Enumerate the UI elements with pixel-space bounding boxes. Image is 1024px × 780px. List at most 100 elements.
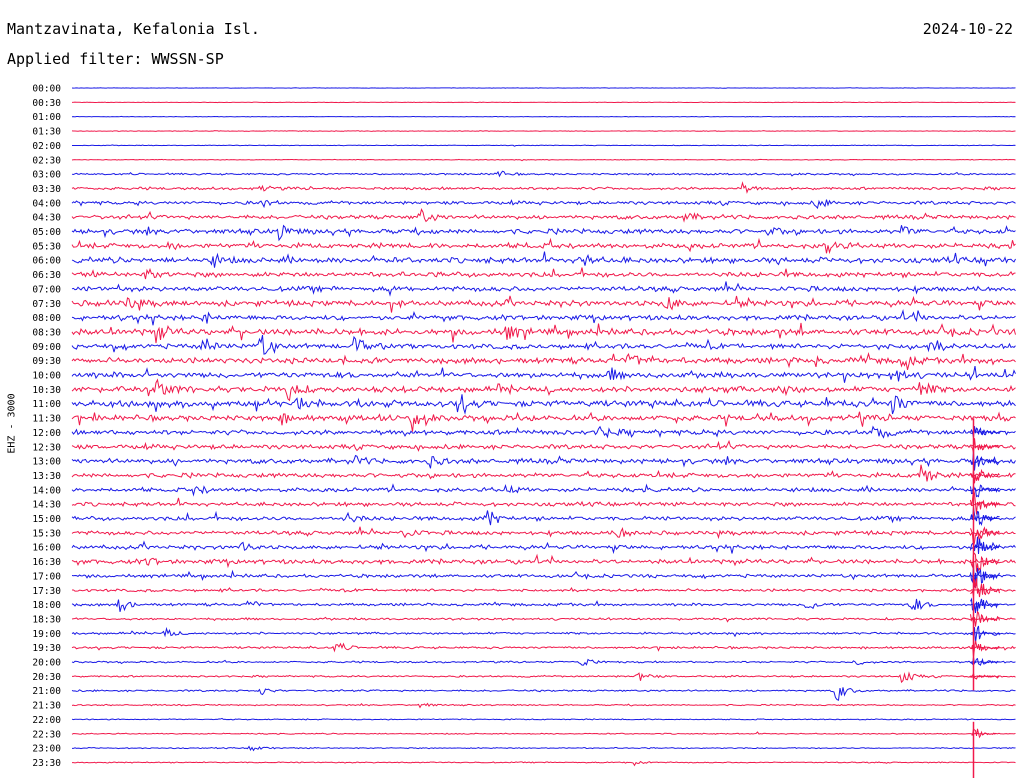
- seismic-trace-2300: [71, 745, 1016, 752]
- row-time-label: 15:00: [32, 514, 61, 525]
- row-time-label: 00:00: [32, 84, 61, 95]
- row-time-label: 07:00: [32, 284, 61, 295]
- row-time-label: 16:00: [32, 543, 61, 554]
- seismic-trace-1930: [71, 642, 1016, 653]
- earthquake-signal: [970, 426, 1000, 438]
- row-time-label: 08:00: [32, 313, 61, 324]
- seismic-trace-0900: [71, 334, 1016, 355]
- row-time-label: 21:00: [32, 686, 61, 697]
- row-time-label: 22:00: [32, 715, 61, 726]
- seismic-trace-0100: [71, 115, 1016, 118]
- row-time-label: 13:30: [32, 471, 61, 482]
- earthquake-signal: [970, 610, 1000, 627]
- seismic-trace-2330: [71, 760, 1016, 767]
- earthquake-signal: [970, 597, 1000, 613]
- seismic-trace-0630: [71, 267, 1016, 280]
- earthquake-signal: [970, 536, 1000, 554]
- row-time-label: 10:00: [32, 371, 61, 382]
- row-time-label: 06:00: [32, 256, 61, 267]
- seismic-trace-1900: [71, 626, 1016, 638]
- row-time-label: 09:30: [32, 356, 61, 367]
- row-time-label: 03:30: [32, 184, 61, 195]
- row-time-label: 02:00: [32, 141, 61, 152]
- earthquake-signal: [970, 578, 1000, 598]
- earthquake-signal: [970, 468, 1000, 484]
- seismic-trace-1030: [71, 378, 1016, 402]
- row-time-label: 04:00: [32, 198, 61, 209]
- row-time-label: 10:30: [32, 385, 61, 396]
- row-time-label: 23:30: [32, 758, 61, 769]
- row-time-label: 18:00: [32, 600, 61, 611]
- earthquake-signal: [970, 625, 1000, 643]
- seismic-trace-1130: [71, 411, 1016, 432]
- seismic-trace-0130: [71, 130, 1016, 132]
- row-time-label: 03:00: [32, 170, 61, 181]
- row-time-label: 19:00: [32, 629, 61, 640]
- row-time-label: 01:30: [32, 127, 61, 138]
- row-time-label: 17:30: [32, 586, 61, 597]
- earthquake-signal: [970, 563, 1000, 588]
- row-time-label: 04:30: [32, 213, 61, 224]
- earthquake-signal: [970, 506, 1000, 526]
- row-time-label: 13:00: [32, 457, 61, 468]
- seismic-trace-1530: [71, 526, 1016, 540]
- row-time-label: 05:00: [32, 227, 61, 238]
- seismic-trace-0000: [71, 87, 1016, 89]
- earthquake-signal: [970, 438, 1000, 454]
- seismic-trace-0200: [71, 144, 1016, 147]
- row-time-label: 23:00: [32, 744, 61, 755]
- seismic-trace-2130: [71, 702, 1016, 709]
- row-time-label: 14:30: [32, 500, 61, 511]
- earthquake-signal: [970, 484, 1000, 498]
- earthquake-signal: [970, 656, 1000, 666]
- seismic-trace-2230: [71, 731, 1016, 735]
- row-time-label: 22:30: [32, 729, 61, 740]
- row-time-label: 16:30: [32, 557, 61, 568]
- seismic-trace-0800: [71, 308, 1016, 326]
- station-title: Mantzavinata, Kefalonia Isl.: [7, 20, 260, 38]
- seismic-trace-1400: [71, 483, 1016, 497]
- seismic-trace-1000: [71, 366, 1016, 383]
- row-time-label: 02:30: [32, 155, 61, 166]
- row-time-label: 06:30: [32, 270, 61, 281]
- seismic-trace-0300: [71, 170, 1016, 178]
- seismic-trace-0330: [71, 181, 1016, 194]
- seismic-trace-0700: [71, 281, 1016, 297]
- row-time-label: 11:30: [32, 414, 61, 425]
- seismic-trace-1700: [71, 569, 1016, 581]
- aftershock-signal: [971, 728, 996, 739]
- seismic-trace-1730: [71, 586, 1016, 593]
- seismic-trace-2100: [71, 687, 1016, 701]
- seismic-trace-0030: [71, 101, 1016, 104]
- row-time-label: 21:30: [32, 701, 61, 712]
- seismic-trace-0530: [71, 237, 1016, 255]
- row-time-label: 18:30: [32, 614, 61, 625]
- row-time-label: 12:30: [32, 442, 61, 453]
- row-time-label: 20:30: [32, 672, 61, 683]
- seismic-trace-0730: [71, 295, 1016, 313]
- seismic-trace-2200: [71, 717, 1016, 721]
- earthquake-signal: [970, 552, 1000, 572]
- row-time-label: 01:00: [32, 112, 61, 123]
- record-date: 2024-10-22: [922, 20, 1013, 38]
- seismic-trace-1330: [71, 464, 1016, 482]
- seismic-trace-1200: [71, 425, 1016, 439]
- seismic-trace-1100: [71, 394, 1016, 415]
- row-time-label: 12:00: [32, 428, 61, 439]
- earthquake-signal: [970, 450, 1000, 471]
- seismic-trace-0930: [71, 351, 1016, 371]
- row-time-label: 11:00: [32, 399, 61, 410]
- row-time-label: 17:00: [32, 571, 61, 582]
- seismic-trace-1500: [71, 510, 1016, 526]
- row-time-label: 20:00: [32, 658, 61, 669]
- seismic-trace-2000: [71, 658, 1016, 666]
- earthquake-signal: [970, 526, 1000, 547]
- seismic-trace-1800: [71, 598, 1016, 612]
- seismic-trace-1300: [71, 454, 1016, 469]
- row-time-label: 05:30: [32, 241, 61, 252]
- row-time-label: 08:30: [32, 327, 61, 338]
- seismic-trace-0400: [71, 199, 1016, 210]
- seismic-trace-0430: [71, 207, 1016, 223]
- seismic-trace-1430: [71, 497, 1016, 508]
